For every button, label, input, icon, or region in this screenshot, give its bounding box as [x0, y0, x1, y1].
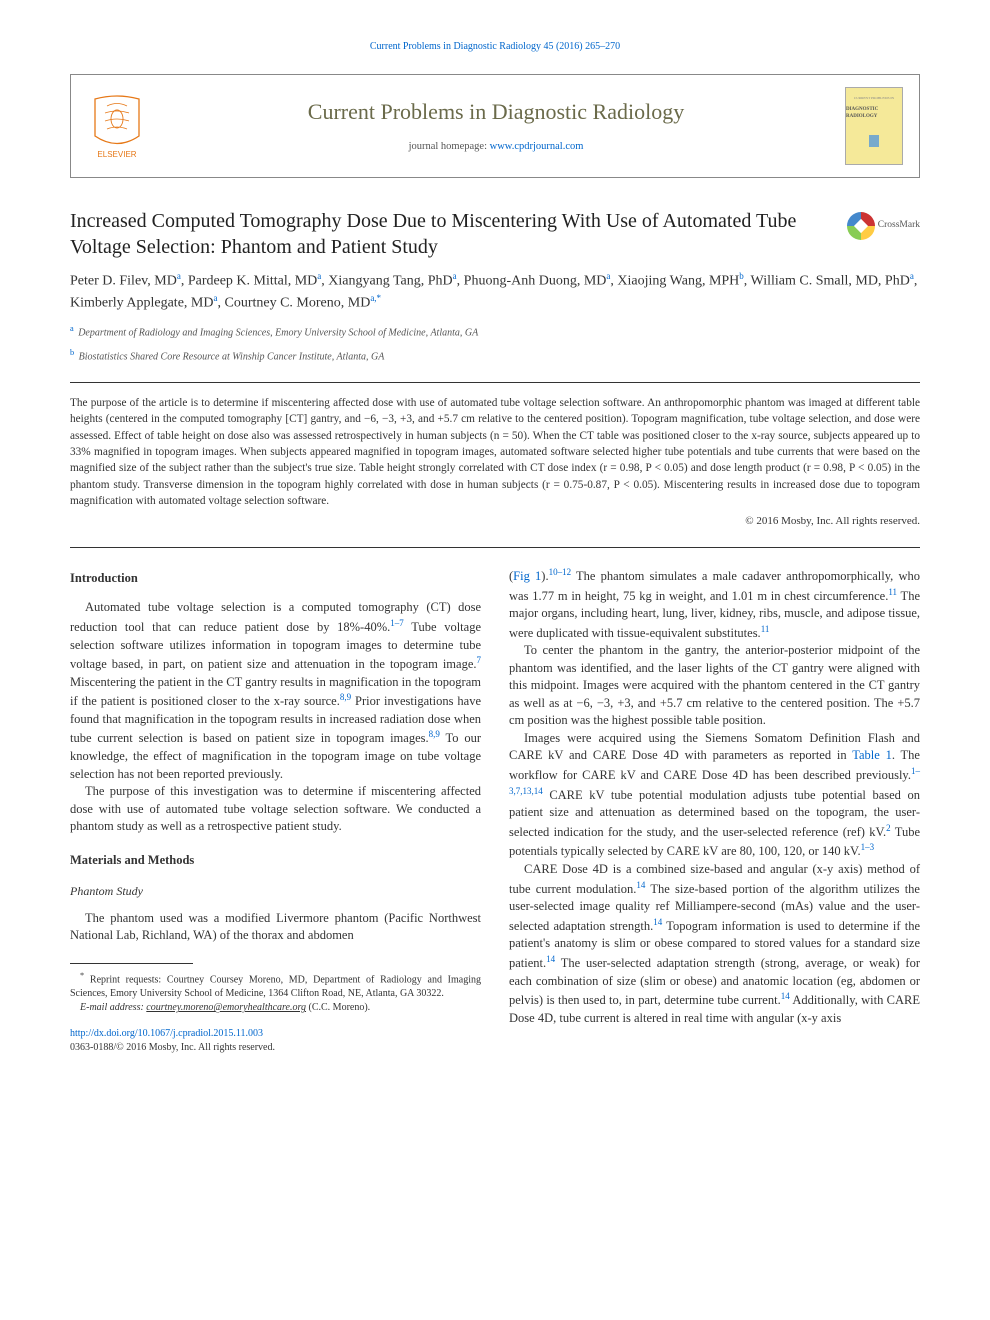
- affiliation-b: b Biostatistics Shared Core Resource at …: [70, 347, 920, 364]
- intro-para-2: The purpose of this investigation was to…: [70, 783, 481, 836]
- crossmark-icon: [847, 212, 875, 240]
- col2-para-4: CARE Dose 4D is a combined size-based an…: [509, 861, 920, 1027]
- col2-para-1: (Fig 1).10–12 The phantom simulates a ma…: [509, 566, 920, 642]
- homepage-label: journal homepage:: [409, 141, 490, 152]
- cite-8-9[interactable]: 8,9: [340, 692, 351, 702]
- svg-text:ELSEVIER: ELSEVIER: [97, 150, 136, 159]
- materials-methods-heading: Materials and Methods: [70, 852, 481, 870]
- cite-1-7[interactable]: 1–7: [390, 618, 404, 628]
- email-footnote: E-mail address: courtney.moreno@emoryhea…: [70, 1001, 481, 1015]
- affil-text-a: Department of Radiology and Imaging Scie…: [78, 328, 478, 339]
- reprint-footnote: * Reprint requests: Courtney Coursey Mor…: [70, 970, 481, 1001]
- col2-para-2: To center the phantom in the gantry, the…: [509, 642, 920, 730]
- phantom-para-1: The phantom used was a modified Livermor…: [70, 910, 481, 945]
- rule-top: [70, 382, 920, 383]
- cite-14b[interactable]: 14: [653, 917, 662, 927]
- journal-name: Current Problems in Diagnostic Radiology: [163, 97, 829, 128]
- title-row: Increased Computed Tomography Dose Due t…: [70, 208, 920, 260]
- cite-11b[interactable]: 11: [761, 624, 770, 634]
- homepage-link[interactable]: www.cpdrjournal.com: [490, 141, 584, 152]
- header-center: Current Problems in Diagnostic Radiology…: [163, 97, 829, 154]
- rule-bottom: [70, 547, 920, 548]
- fig1-link[interactable]: Fig 1: [513, 569, 541, 583]
- journal-header-box: ELSEVIER Current Problems in Diagnostic …: [70, 74, 920, 178]
- affil-sup-b: b: [70, 348, 74, 357]
- citation-text: Current Problems in Diagnostic Radiology…: [370, 41, 620, 52]
- cite-11[interactable]: 11: [888, 587, 897, 597]
- crossmark-label: CrossMark: [878, 219, 920, 232]
- column-left: Introduction Automated tube voltage sele…: [70, 566, 481, 1055]
- affiliation-a: a Department of Radiology and Imaging Sc…: [70, 323, 920, 340]
- intro-para-1: Automated tube voltage selection is a co…: [70, 599, 481, 783]
- journal-homepage: journal homepage: www.cpdrjournal.com: [163, 140, 829, 155]
- col2-para-3: Images were acquired using the Siemens S…: [509, 730, 920, 861]
- cover-label-2: DIAGNOSTIC RADIOLOGY: [846, 106, 902, 120]
- doi-link[interactable]: http://dx.doi.org/10.1067/j.cpradiol.201…: [70, 1028, 263, 1039]
- body-columns: Introduction Automated tube voltage sele…: [70, 566, 920, 1055]
- cite-10-12[interactable]: 10–12: [549, 567, 572, 577]
- article-title: Increased Computed Tomography Dose Due t…: [70, 208, 835, 260]
- cite-1-3[interactable]: 1–3: [861, 842, 875, 852]
- cite-14d[interactable]: 14: [781, 991, 790, 1001]
- corresponding-email-link[interactable]: courtney.moreno@emoryhealthcare.org: [146, 1002, 306, 1013]
- issn-copyright: 0363-0188/© 2016 Mosby, Inc. All rights …: [70, 1042, 275, 1053]
- affiliation-list: a Department of Radiology and Imaging Sc…: [70, 323, 920, 364]
- cite-7[interactable]: 7: [477, 655, 482, 665]
- introduction-heading: Introduction: [70, 570, 481, 588]
- journal-citation-header[interactable]: Current Problems in Diagnostic Radiology…: [70, 40, 920, 54]
- affil-sup-a: a: [70, 324, 74, 333]
- crossmark-badge[interactable]: CrossMark: [847, 212, 920, 240]
- cite-14c[interactable]: 14: [546, 954, 555, 964]
- cover-square-icon: [869, 135, 879, 147]
- elsevier-logo: ELSEVIER: [87, 91, 147, 161]
- table1-link[interactable]: Table 1: [852, 748, 892, 762]
- cover-label-1: CURRENT PROBLEMS IN: [854, 96, 894, 101]
- abstract: The purpose of the article is to determi…: [70, 395, 920, 510]
- copyright-line: © 2016 Mosby, Inc. All rights reserved.: [70, 514, 920, 529]
- journal-cover-thumbnail: CURRENT PROBLEMS IN DIAGNOSTIC RADIOLOGY: [845, 87, 903, 165]
- phantom-study-heading: Phantom Study: [70, 883, 481, 900]
- doi-block: http://dx.doi.org/10.1067/j.cpradiol.201…: [70, 1027, 481, 1055]
- column-right: (Fig 1).10–12 The phantom simulates a ma…: [509, 566, 920, 1055]
- cite-8-9b[interactable]: 8,9: [429, 729, 440, 739]
- author-list: Peter D. Filev, MDa, Pardeep K. Mittal, …: [70, 270, 920, 313]
- footnote-separator: [70, 963, 193, 964]
- affil-text-b: Biostatistics Shared Core Resource at Wi…: [79, 351, 385, 362]
